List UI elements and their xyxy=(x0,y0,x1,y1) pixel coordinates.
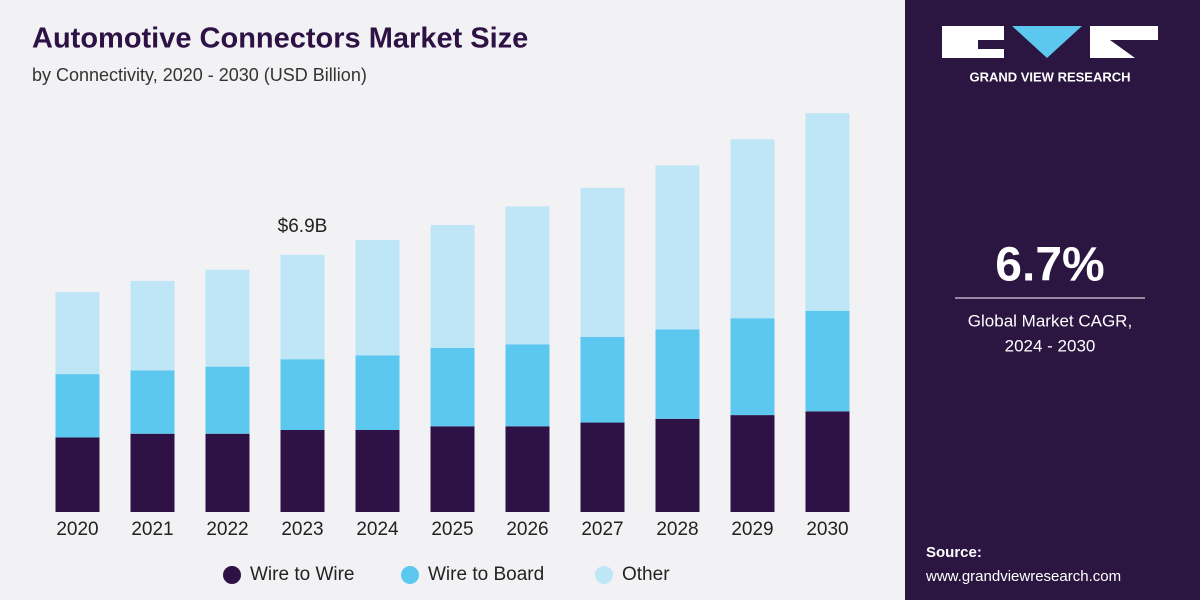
side-panel xyxy=(905,0,1200,600)
bar-segment xyxy=(205,433,250,512)
cagr-value: 6.7% xyxy=(995,239,1104,292)
chart-subtitle: by Connectivity, 2020 - 2030 (USD Billio… xyxy=(32,65,367,85)
bar-segment xyxy=(55,437,100,512)
bar-segment xyxy=(55,292,100,375)
bar-segment xyxy=(505,206,550,345)
legend-marker xyxy=(595,566,613,584)
cagr-caption: Global Market CAGR, xyxy=(968,311,1132,330)
bar-segment xyxy=(655,418,700,512)
data-label: $6.9B xyxy=(278,216,328,237)
bar-segment xyxy=(130,370,175,434)
x-tick-label: 2030 xyxy=(806,519,848,540)
bar-segment xyxy=(580,187,625,337)
bar-segment xyxy=(355,239,400,356)
bar-segment xyxy=(655,329,700,419)
bar-segment xyxy=(205,366,250,434)
legend-marker xyxy=(401,566,419,584)
bar-segment xyxy=(430,225,475,348)
bar-segment xyxy=(730,318,775,416)
source-url: www.grandviewresearch.com xyxy=(925,568,1121,585)
legend-marker xyxy=(223,566,241,584)
x-tick-label: 2020 xyxy=(56,519,98,540)
bar-segment xyxy=(130,280,175,371)
x-tick-label: 2025 xyxy=(431,519,473,540)
bar-segment xyxy=(355,355,400,430)
chart-title: Automotive Connectors Market Size xyxy=(32,23,528,55)
cagr-caption: 2024 - 2030 xyxy=(1005,336,1096,355)
bar-segment xyxy=(130,433,175,512)
bar-segment xyxy=(580,422,625,512)
bar-segment xyxy=(805,411,850,512)
bar-segment xyxy=(430,426,475,512)
legend-label: Wire to Board xyxy=(428,564,544,585)
x-tick-label: 2028 xyxy=(656,519,698,540)
x-tick-label: 2021 xyxy=(131,519,173,540)
bar-segment xyxy=(280,430,325,512)
logo xyxy=(942,26,1158,58)
bar-segment xyxy=(655,165,700,330)
bar-segment xyxy=(805,113,850,311)
x-tick-label: 2023 xyxy=(281,519,323,540)
bar-segment xyxy=(280,359,325,430)
x-tick-label: 2026 xyxy=(506,519,548,540)
bar-segment xyxy=(430,348,475,427)
legend-label: Wire to Wire xyxy=(250,564,355,585)
bar-segment xyxy=(805,310,850,412)
legend-label: Other xyxy=(622,564,670,585)
bar-segment xyxy=(355,430,400,512)
x-tick-label: 2029 xyxy=(731,519,773,540)
bar-segment xyxy=(205,269,250,367)
bar-segment xyxy=(505,344,550,427)
x-tick-label: 2024 xyxy=(356,519,399,540)
x-tick-label: 2027 xyxy=(581,519,623,540)
bar-segment xyxy=(730,415,775,512)
bar-segment xyxy=(730,139,775,319)
bar-segment xyxy=(505,426,550,512)
bar-segment xyxy=(55,374,100,438)
source-label: Source: xyxy=(926,544,982,561)
bar-segment xyxy=(280,254,325,360)
brand: GRAND VIEW RESEARCH xyxy=(969,69,1130,84)
bar-segment xyxy=(580,336,625,423)
x-tick-label: 2022 xyxy=(206,519,248,540)
